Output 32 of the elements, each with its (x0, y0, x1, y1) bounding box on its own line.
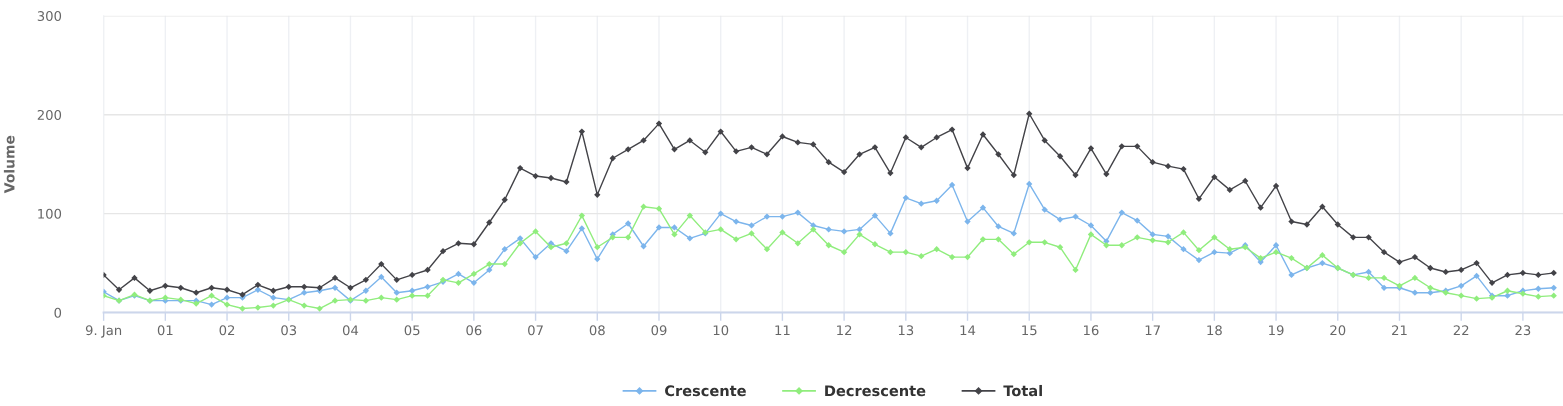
x-tick-label: 01 (157, 325, 173, 336)
x-tick-label: 23 (1515, 325, 1531, 336)
x-tick-label: 02 (219, 325, 235, 336)
y-tick-label: 300 (37, 11, 62, 22)
y-tick-label: 0 (54, 307, 62, 318)
x-tick-label: 18 (1207, 325, 1222, 336)
y-axis-title: Volume (3, 135, 15, 194)
x-tick-label: 11 (775, 325, 790, 336)
x-tick-label: 20 (1330, 325, 1346, 336)
x-tick-label: 05 (404, 325, 420, 336)
x-tick-label: 21 (1392, 325, 1407, 336)
x-tick-label: 14 (960, 325, 976, 336)
x-tick-label: 12 (837, 325, 852, 336)
x-tick-label: 08 (589, 325, 605, 336)
x-tick-label: 04 (342, 325, 359, 336)
x-tick-label: 10 (713, 325, 729, 336)
y-tick-label: 200 (37, 109, 62, 120)
x-tick-label: 16 (1083, 325, 1099, 336)
x-tick-label: 13 (898, 325, 914, 336)
legend-label: Total (1003, 384, 1042, 397)
legend-label: Crescente (665, 385, 746, 397)
x-tick-label: 17 (1145, 325, 1160, 336)
x-tick-label: 22 (1453, 325, 1469, 336)
x-tick-label: 19 (1269, 325, 1284, 336)
x-tick-label: 09 (651, 325, 667, 336)
x-tick-label: 9. Jan (85, 325, 122, 338)
legend-label: Decrescente (825, 385, 926, 397)
y-tick-label: 100 (38, 208, 62, 219)
x-tick-label: 07 (528, 325, 543, 336)
x-tick-label: 15 (1022, 325, 1037, 336)
x-tick-label: 03 (281, 325, 297, 336)
x-tick-label: 06 (466, 325, 482, 336)
